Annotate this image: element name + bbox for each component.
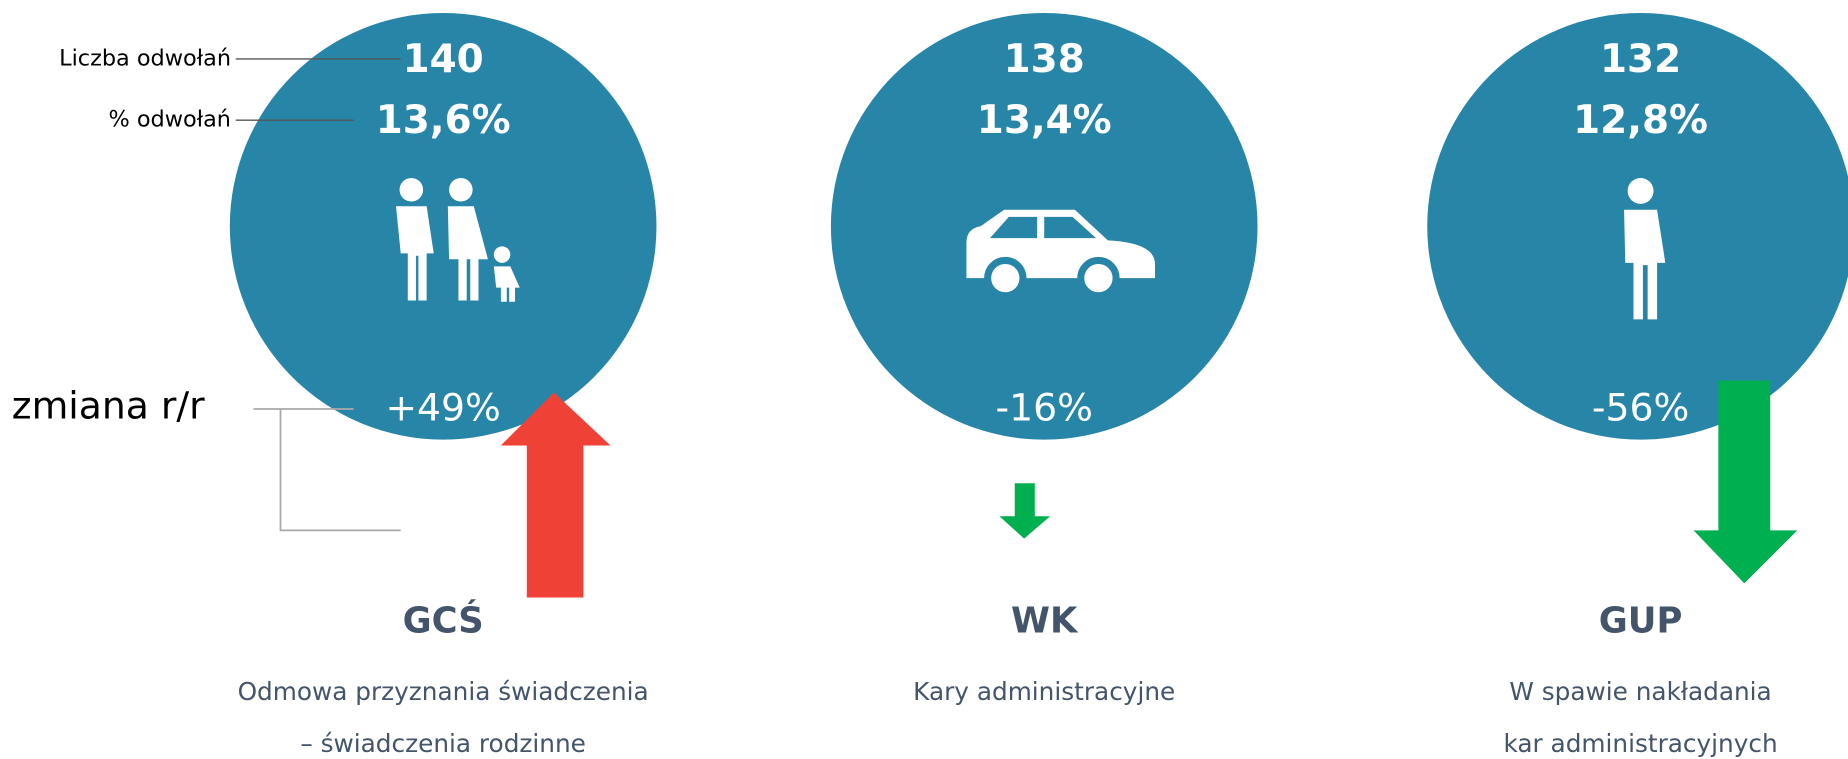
description: – świadczenia rodzinne [300, 729, 586, 758]
person-icon [1624, 177, 1666, 320]
count: 140 [403, 37, 484, 82]
description: kar administracyjnych [1503, 729, 1777, 758]
change: +49% [385, 386, 500, 430]
bracket [279, 408, 401, 532]
car-icon [966, 209, 1155, 300]
change: -16% [996, 386, 1093, 430]
description: Odmowa przyznania świadczenia [238, 677, 649, 706]
arrow-up [500, 392, 611, 598]
arrow-down [1693, 380, 1798, 584]
label-count: Liczba odwołań [59, 45, 231, 71]
count: 138 [1004, 37, 1085, 82]
percent: 13,6% [376, 98, 511, 143]
label-change: zmiana r/r [12, 383, 205, 427]
count: 132 [1600, 37, 1681, 82]
family-icon [396, 177, 520, 302]
percent: 12,8% [1573, 98, 1708, 143]
percent: 13,4% [977, 98, 1112, 143]
change: -56% [1592, 386, 1689, 430]
code: WK [1011, 600, 1079, 641]
code: GUP [1599, 600, 1683, 641]
code: GCŚ [403, 599, 484, 641]
label-percent: % odwołań [108, 107, 231, 133]
description: Kary administracyjne [913, 677, 1175, 706]
arrow-down [999, 483, 1051, 539]
description: W spawie nakładania [1509, 677, 1771, 706]
